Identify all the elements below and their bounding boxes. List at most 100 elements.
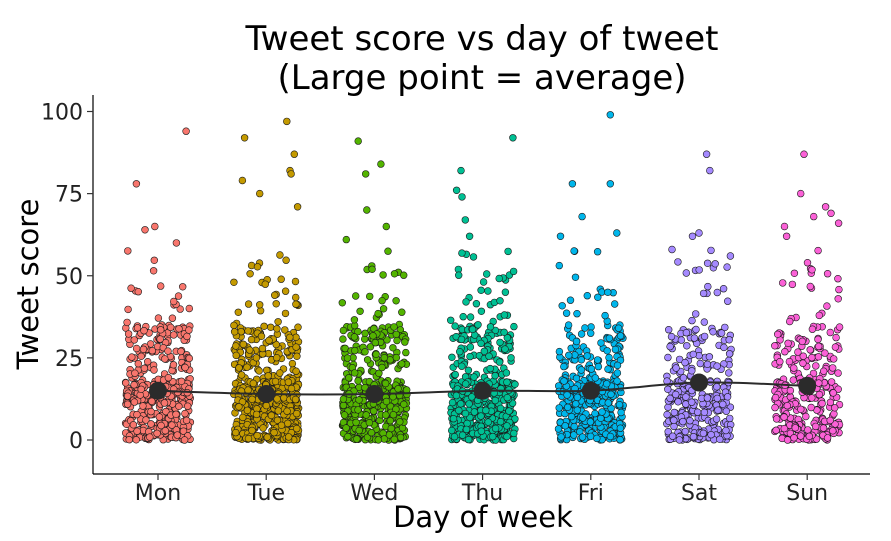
data-point <box>478 287 485 294</box>
data-point <box>463 299 470 306</box>
data-point <box>669 246 676 253</box>
data-point <box>467 314 474 321</box>
data-point <box>608 391 615 398</box>
data-point <box>173 411 180 418</box>
data-point <box>670 417 677 424</box>
data-point <box>719 401 726 408</box>
data-point <box>452 323 459 330</box>
data-point <box>812 423 819 430</box>
data-point <box>272 378 279 385</box>
data-point <box>605 400 612 407</box>
data-point <box>353 436 360 443</box>
data-point <box>343 425 350 432</box>
data-point <box>453 187 460 194</box>
data-point <box>447 317 454 324</box>
data-point <box>174 432 181 439</box>
data-point <box>475 321 482 328</box>
data-point <box>293 368 300 375</box>
data-point <box>708 431 715 438</box>
data-point <box>288 171 295 178</box>
data-point <box>804 427 811 434</box>
data-point <box>572 274 579 281</box>
data-point <box>587 419 594 426</box>
data-point <box>122 380 129 387</box>
data-point <box>344 433 351 440</box>
data-point <box>478 413 485 420</box>
data-point <box>692 311 699 318</box>
data-point <box>138 386 145 393</box>
x-axis-ticks: Mon Tue Wed Thu Fri Sat Sun <box>135 474 828 506</box>
data-point <box>786 318 793 325</box>
data-point <box>395 385 402 392</box>
data-point <box>253 354 260 361</box>
data-point <box>593 435 600 442</box>
data-point <box>604 347 611 354</box>
data-point <box>563 310 570 317</box>
data-point <box>568 413 575 420</box>
data-point <box>157 326 164 333</box>
data-point <box>492 425 499 432</box>
data-point <box>135 360 142 367</box>
data-point <box>128 285 135 292</box>
x-tick-label: Sun <box>786 481 828 506</box>
data-point <box>588 366 595 373</box>
data-point <box>700 430 707 437</box>
data-point <box>131 399 138 406</box>
data-point <box>244 364 251 371</box>
data-point <box>594 294 601 301</box>
x-tick-label: Wed <box>350 481 398 506</box>
data-point <box>724 298 731 305</box>
data-point <box>603 380 610 387</box>
data-point <box>385 248 392 255</box>
data-point <box>504 394 511 401</box>
data-point <box>352 293 359 300</box>
data-point <box>378 161 385 168</box>
data-point <box>832 344 839 351</box>
data-point <box>157 283 164 290</box>
data-point <box>485 419 492 426</box>
data-point <box>471 374 478 381</box>
data-point <box>701 319 708 326</box>
data-point <box>784 437 791 444</box>
data-point <box>779 280 786 287</box>
data-point <box>459 194 466 201</box>
data-point <box>289 360 296 367</box>
data-point <box>574 394 581 401</box>
data-point <box>341 412 348 419</box>
data-point <box>285 379 292 386</box>
data-point <box>824 303 831 310</box>
average-point <box>474 382 492 400</box>
data-point <box>713 383 720 390</box>
data-point <box>468 394 475 401</box>
data-point <box>815 247 822 254</box>
data-point <box>133 345 140 352</box>
data-point <box>282 288 289 295</box>
data-point <box>617 425 624 432</box>
data-point <box>466 401 473 408</box>
data-point <box>807 283 814 290</box>
x-tick-label: Thu <box>461 481 503 506</box>
data-point <box>772 404 779 411</box>
data-point <box>696 230 703 237</box>
data-point <box>502 346 509 353</box>
data-point <box>799 338 806 345</box>
average-point <box>149 382 167 400</box>
data-point <box>459 250 466 257</box>
data-point <box>723 408 730 415</box>
data-point <box>184 333 191 340</box>
data-point <box>140 346 147 353</box>
data-point <box>598 340 605 347</box>
data-point <box>450 415 457 422</box>
data-point <box>492 372 499 379</box>
data-point <box>579 415 586 422</box>
data-point <box>504 433 511 440</box>
data-point <box>126 436 133 443</box>
data-point <box>284 408 291 415</box>
data-point <box>274 325 281 332</box>
data-point <box>564 392 571 399</box>
data-point <box>151 223 158 230</box>
data-point <box>135 288 142 295</box>
data-point <box>573 338 580 345</box>
data-point <box>278 276 285 283</box>
data-point <box>340 396 347 403</box>
